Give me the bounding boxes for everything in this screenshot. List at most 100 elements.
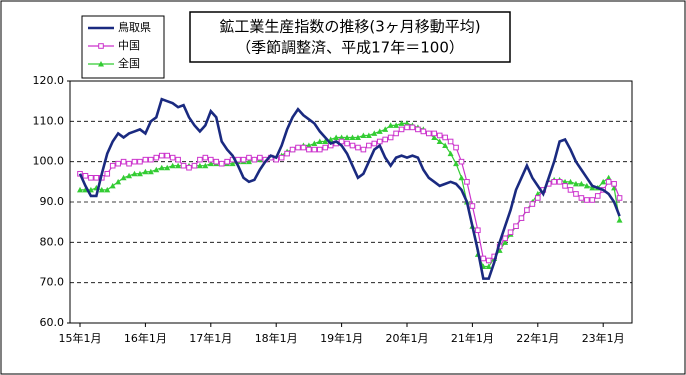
point xyxy=(573,191,579,197)
point xyxy=(197,156,203,163)
point xyxy=(502,239,509,245)
point xyxy=(518,215,525,221)
point xyxy=(431,130,438,137)
point xyxy=(180,162,187,169)
point xyxy=(115,178,122,185)
point xyxy=(104,170,111,177)
point xyxy=(147,168,154,175)
chart-subtitle: （季節調整済、平成17年＝100） xyxy=(236,39,464,57)
point xyxy=(436,132,443,139)
point xyxy=(371,140,378,147)
point xyxy=(376,138,383,145)
point xyxy=(164,164,171,171)
point xyxy=(436,138,443,144)
x-tick-label: 23年1月 xyxy=(582,331,625,345)
point xyxy=(240,156,247,163)
point xyxy=(366,142,372,149)
point xyxy=(98,186,105,193)
point xyxy=(104,186,111,193)
point xyxy=(475,227,481,234)
point xyxy=(158,152,165,159)
point xyxy=(562,178,569,185)
point xyxy=(344,134,351,140)
legend-marker xyxy=(98,61,104,67)
point xyxy=(551,179,557,185)
point xyxy=(338,138,345,145)
point xyxy=(409,124,416,131)
point xyxy=(126,160,132,167)
point xyxy=(251,156,258,163)
point xyxy=(447,138,454,145)
point xyxy=(485,257,492,264)
point xyxy=(567,178,574,185)
point xyxy=(387,134,394,141)
point xyxy=(311,146,318,153)
point xyxy=(120,158,127,165)
point xyxy=(284,150,290,157)
point xyxy=(393,130,399,137)
x-tick-label: 17年1月 xyxy=(189,331,232,345)
point xyxy=(485,263,492,270)
x-tick-label: 18年1月 xyxy=(255,331,298,345)
x-tick-label: 21年1月 xyxy=(451,331,494,345)
point xyxy=(164,152,170,159)
point xyxy=(616,217,623,223)
point xyxy=(311,140,318,147)
point xyxy=(77,186,83,193)
point xyxy=(126,172,133,179)
point xyxy=(589,184,596,191)
point xyxy=(224,158,230,165)
point xyxy=(300,144,307,151)
point xyxy=(567,187,574,193)
x-tick-label: 19年1月 xyxy=(320,331,363,345)
y-tick-label: 80.0 xyxy=(40,235,65,248)
point xyxy=(169,162,176,169)
x-tick-label: 15年1月 xyxy=(59,331,102,345)
point xyxy=(616,195,623,201)
point xyxy=(137,158,143,165)
point xyxy=(115,160,121,167)
point xyxy=(354,134,361,140)
point xyxy=(535,195,541,201)
point xyxy=(502,235,508,242)
point xyxy=(398,120,405,126)
point xyxy=(246,154,252,161)
point xyxy=(589,197,596,203)
point xyxy=(306,146,312,153)
point xyxy=(605,179,612,185)
point xyxy=(382,126,389,132)
point xyxy=(136,170,143,177)
point xyxy=(458,174,465,181)
point xyxy=(371,130,378,136)
point xyxy=(398,126,405,133)
point xyxy=(295,144,301,151)
point xyxy=(322,144,329,151)
point xyxy=(338,134,345,140)
point xyxy=(278,154,285,161)
point xyxy=(404,124,410,131)
point xyxy=(175,162,182,169)
y-tick-label: 100.0 xyxy=(33,155,65,168)
point xyxy=(349,142,356,149)
y-tick-label: 110.0 xyxy=(33,114,65,127)
point xyxy=(458,158,465,165)
point xyxy=(507,229,514,236)
point xyxy=(524,207,530,213)
point xyxy=(148,156,154,163)
point xyxy=(464,179,470,185)
point xyxy=(153,154,160,161)
point xyxy=(420,128,427,135)
point xyxy=(245,158,252,165)
legend-label: 全国 xyxy=(118,56,140,70)
point xyxy=(469,203,476,209)
point xyxy=(513,223,519,229)
point xyxy=(529,201,536,207)
point xyxy=(191,162,198,169)
legend-box xyxy=(81,15,165,79)
y-tick-label: 60.0 xyxy=(40,316,65,329)
point xyxy=(611,181,617,187)
title-box xyxy=(189,11,511,63)
x-tick-label: 16年1月 xyxy=(124,331,167,345)
point xyxy=(360,146,367,153)
point xyxy=(109,162,116,169)
